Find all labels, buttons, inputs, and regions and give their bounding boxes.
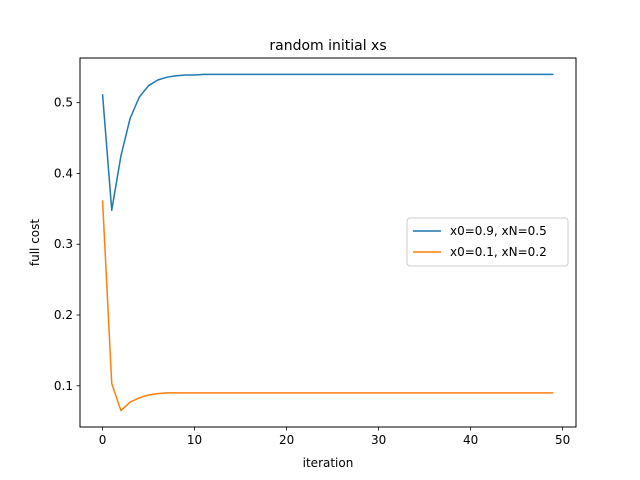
x-tick-label: 20	[279, 433, 294, 447]
y-tick-label: 0.2	[54, 308, 73, 322]
y-tick-label: 0.1	[54, 379, 73, 393]
legend: x0=0.9, xN=0.5 x0=0.1, xN=0.2	[406, 217, 569, 267]
x-tick-label: 10	[187, 433, 202, 447]
x-tick-label: 50	[555, 433, 570, 447]
x-tick-label: 40	[463, 433, 478, 447]
legend-label-2: x0=0.1, xN=0.2	[450, 245, 547, 259]
legend-label-1: x0=0.9, xN=0.5	[450, 224, 547, 238]
y-tick-label: 0.5	[54, 96, 73, 110]
series-line-2	[101, 200, 554, 412]
x-tick-label: 30	[371, 433, 386, 447]
y-axis-label: full cost	[28, 219, 42, 267]
x-axis-label: iteration	[303, 456, 354, 470]
series-line-1	[101, 73, 554, 212]
y-tick-label: 0.4	[54, 166, 73, 180]
plot-frame	[79, 57, 577, 428]
chart-title: random initial xs	[269, 38, 386, 54]
plot-lines	[101, 73, 554, 412]
x-axis: 0 10 20 30 40 50	[99, 427, 570, 447]
x-tick-label: 0	[99, 433, 107, 447]
y-tick-label: 0.3	[54, 237, 73, 251]
legend-box	[406, 217, 569, 267]
y-axis: 0.1 0.2 0.3 0.4 0.5	[54, 96, 80, 393]
